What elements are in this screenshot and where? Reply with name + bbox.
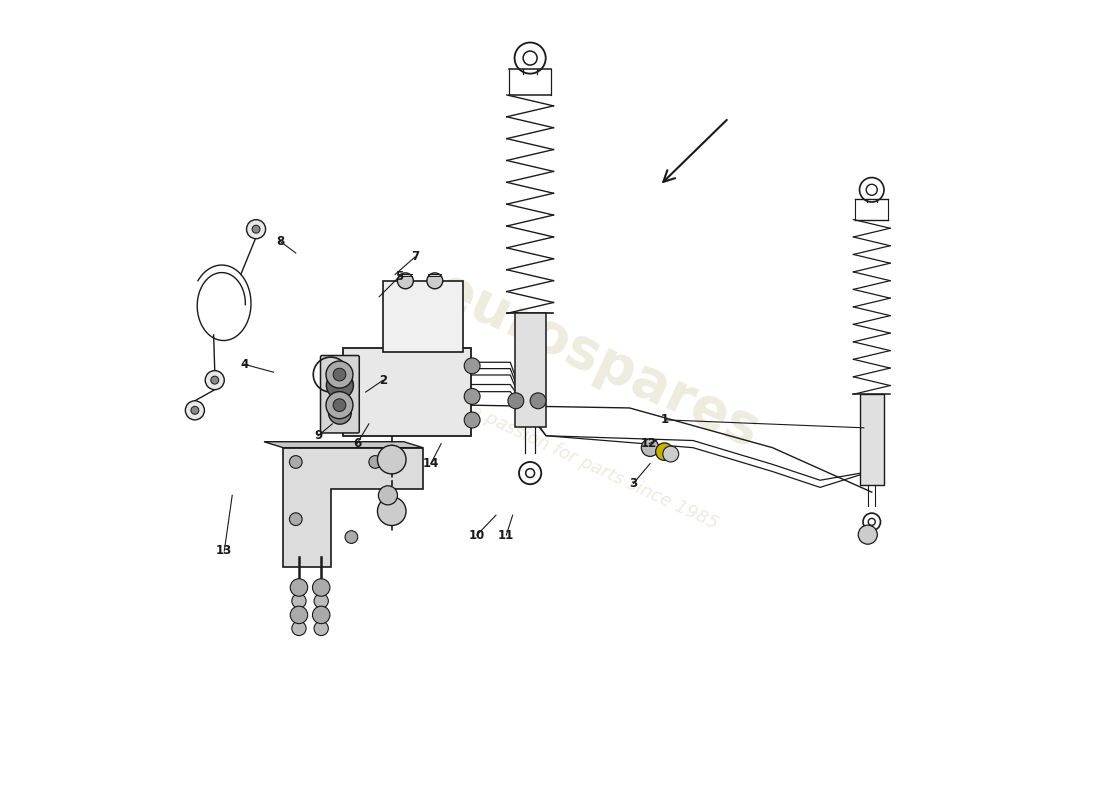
Polygon shape (283, 448, 422, 567)
Circle shape (315, 594, 329, 608)
Text: 10: 10 (469, 529, 485, 542)
FancyBboxPatch shape (383, 281, 463, 352)
Circle shape (211, 376, 219, 384)
Text: a passion for parts since 1985: a passion for parts since 1985 (466, 402, 720, 533)
Text: 11: 11 (498, 529, 515, 542)
Text: eurospares: eurospares (427, 262, 768, 459)
Text: 5: 5 (395, 270, 404, 283)
Text: 3: 3 (629, 477, 638, 490)
FancyBboxPatch shape (859, 394, 884, 485)
Text: 8: 8 (276, 234, 284, 248)
Circle shape (289, 456, 302, 468)
Circle shape (397, 273, 414, 289)
Text: 12: 12 (641, 437, 658, 450)
Circle shape (377, 497, 406, 526)
Circle shape (186, 401, 205, 420)
Text: 9: 9 (314, 430, 322, 442)
Circle shape (315, 622, 329, 635)
Circle shape (530, 393, 546, 409)
Circle shape (464, 412, 480, 428)
Circle shape (641, 439, 659, 457)
Circle shape (312, 578, 330, 596)
Circle shape (663, 446, 679, 462)
Circle shape (327, 372, 353, 399)
FancyBboxPatch shape (320, 355, 360, 433)
Circle shape (464, 389, 480, 404)
Polygon shape (264, 442, 422, 448)
Circle shape (464, 358, 480, 374)
Circle shape (290, 578, 308, 596)
Circle shape (858, 525, 878, 544)
Text: 13: 13 (217, 545, 232, 558)
Text: 4: 4 (240, 358, 249, 370)
Circle shape (312, 606, 330, 624)
Text: 14: 14 (422, 457, 439, 470)
Text: 1: 1 (661, 414, 669, 426)
Circle shape (292, 622, 306, 635)
Circle shape (289, 513, 302, 526)
FancyBboxPatch shape (343, 348, 471, 436)
Circle shape (292, 594, 306, 608)
Text: 2: 2 (379, 374, 387, 386)
Circle shape (508, 393, 524, 409)
Circle shape (368, 456, 382, 468)
Circle shape (377, 446, 406, 474)
Circle shape (333, 399, 345, 411)
Circle shape (345, 530, 358, 543)
Circle shape (290, 606, 308, 624)
Circle shape (378, 486, 397, 505)
Circle shape (246, 220, 265, 238)
Circle shape (333, 368, 345, 381)
Circle shape (206, 370, 224, 390)
Text: 6: 6 (353, 437, 361, 450)
Circle shape (191, 406, 199, 414)
Circle shape (329, 402, 351, 424)
Text: 7: 7 (411, 250, 419, 263)
Circle shape (656, 443, 673, 460)
Circle shape (326, 361, 353, 388)
Circle shape (326, 392, 353, 418)
FancyBboxPatch shape (515, 314, 546, 427)
Circle shape (252, 226, 260, 233)
Circle shape (427, 273, 442, 289)
